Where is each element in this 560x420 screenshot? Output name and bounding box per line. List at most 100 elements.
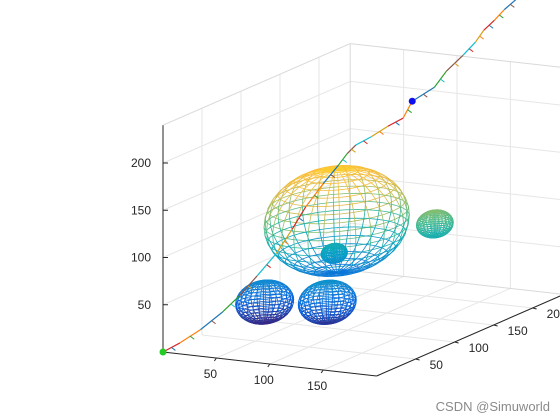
- sphere-meridian: [426, 224, 428, 227]
- sphere-meridian: [408, 214, 410, 223]
- sphere-meridian: [438, 209, 441, 212]
- path-branch: [510, 3, 515, 8]
- sphere-meridian: [247, 312, 249, 316]
- sphere-meridian: [255, 281, 261, 284]
- path-branch: [247, 285, 253, 290]
- sphere-meridian: [311, 282, 316, 286]
- sphere-meridian: [285, 289, 287, 293]
- sphere-meridian: [420, 230, 422, 233]
- sphere-meridian: [252, 283, 257, 287]
- sphere-meridian: [361, 218, 365, 228]
- sphere-meridian: [272, 226, 274, 236]
- sphere-meridian: [317, 320, 320, 323]
- sphere-meridian: [347, 169, 358, 173]
- sphere-meridian: [353, 212, 356, 221]
- sphere-meridian: [303, 310, 307, 315]
- sphere-meridian: [301, 310, 304, 315]
- sphere-meridian: [270, 283, 274, 286]
- sphere-meridian: [330, 165, 334, 168]
- sphere-meridian: [322, 320, 324, 323]
- sphere-meridian: [424, 233, 427, 236]
- sphere-meridian: [418, 232, 421, 235]
- sphere-meridian: [308, 315, 312, 319]
- sphere-meridian: [393, 181, 400, 189]
- sphere-meridian: [254, 296, 256, 300]
- sphere-meridian: [356, 165, 363, 169]
- obstacle-sphere: [297, 279, 357, 325]
- sphere-meridian: [451, 217, 453, 220]
- path-branch: [468, 48, 474, 53]
- sphere-meridian: [377, 188, 385, 197]
- sphere-meridian: [332, 319, 334, 322]
- sphere-meridian: [285, 306, 288, 311]
- sphere-meridian: [275, 284, 279, 288]
- sphere-meridian: [293, 231, 295, 240]
- sphere-meridian: [276, 242, 283, 250]
- sphere-meridian: [303, 269, 315, 273]
- sphere-meridian: [324, 258, 326, 261]
- y-tick-label: 150: [508, 324, 528, 338]
- sphere-meridian: [347, 226, 349, 236]
- sphere-meridian: [273, 304, 276, 309]
- sphere-meridian: [300, 296, 303, 300]
- sphere-meridian: [319, 282, 324, 285]
- sphere-meridian: [329, 319, 333, 322]
- sphere-meridian: [434, 210, 437, 212]
- sphere-meridian: [330, 281, 335, 284]
- sphere-meridian: [309, 255, 312, 263]
- sphere-meridian: [271, 195, 279, 204]
- sphere-meridian: [301, 290, 305, 294]
- sphere-meridian: [323, 317, 326, 321]
- sphere-meridian: [308, 291, 310, 295]
- sphere-meridian: [253, 309, 256, 313]
- sphere-meridian: [352, 306, 356, 310]
- sphere-meridian: [270, 295, 272, 299]
- sphere-meridian: [261, 284, 264, 288]
- sphere-meridian: [450, 225, 453, 228]
- grid-line: [201, 334, 416, 360]
- sphere-meridian: [310, 283, 315, 287]
- sphere-meridian: [339, 313, 341, 317]
- sphere-meridian: [336, 283, 338, 286]
- sphere-meridian: [262, 282, 265, 285]
- sphere-meridian: [252, 321, 255, 324]
- sphere-meridian: [336, 172, 339, 178]
- sphere-meridian: [349, 287, 353, 291]
- sphere-meridian: [429, 215, 431, 219]
- sphere-meridian: [254, 318, 256, 321]
- sphere-meridian: [243, 291, 247, 295]
- sphere-meridian: [346, 253, 348, 256]
- sphere-meridian: [271, 280, 274, 283]
- sphere-meridian: [268, 238, 274, 247]
- sphere-meridian: [395, 199, 401, 208]
- sphere-meridian: [438, 213, 441, 216]
- sphere-meridian: [280, 230, 285, 239]
- sphere-meridian: [306, 270, 312, 275]
- sphere-meridian: [307, 223, 310, 233]
- sphere-meridian: [338, 315, 343, 319]
- sphere-meridian: [340, 281, 343, 284]
- sphere-meridian: [317, 323, 320, 325]
- sphere-meridian: [421, 216, 424, 220]
- sphere-meridian: [335, 264, 337, 270]
- sphere-meridian: [442, 210, 445, 212]
- sphere-meridian: [356, 235, 361, 244]
- sphere-meridian: [326, 247, 329, 250]
- sphere-meridian: [269, 218, 272, 227]
- sphere-meridian: [301, 266, 307, 272]
- sphere-meridian: [349, 264, 353, 270]
- sphere-meridian: [392, 235, 396, 244]
- sphere-meridian: [321, 266, 330, 272]
- sphere-meridian: [338, 165, 341, 167]
- sphere-meridian: [306, 291, 310, 295]
- sphere-meridian: [437, 212, 440, 214]
- sphere-meridian: [307, 317, 310, 321]
- sphere-meridian: [394, 219, 396, 228]
- sphere-meridian: [399, 206, 402, 216]
- sphere-meridian: [237, 293, 240, 297]
- sphere-meridian: [387, 246, 396, 254]
- sphere-meridian: [443, 233, 445, 236]
- sphere-meridian: [279, 308, 283, 313]
- sphere-meridian: [286, 298, 289, 302]
- sphere-meridian: [359, 174, 363, 180]
